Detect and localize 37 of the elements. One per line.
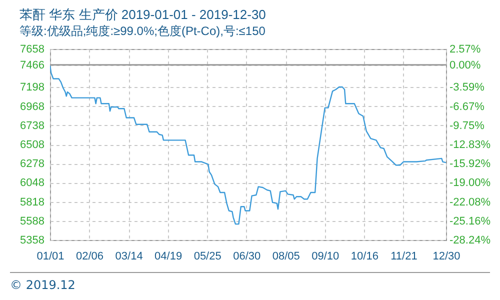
x-tick-label: 09/10 — [312, 250, 340, 262]
y-tick-label: 6278 — [20, 158, 44, 170]
x-tick-label: 03/14 — [115, 250, 143, 262]
y-tick-label: 6968 — [20, 100, 44, 113]
y-tick-label: 5358 — [20, 234, 44, 246]
y2-tick-label: -28.24% — [450, 234, 491, 246]
y2-tick-label: 0.00% — [450, 59, 481, 72]
x-tick-label: 08/05 — [272, 250, 300, 262]
y2-tick-label: -25.16% — [450, 215, 491, 228]
chart-title: 苯酐 华东 生产价 2019-01-01 - 2019-12-30 — [20, 7, 266, 22]
chart-subtitle: 等级:优级品;纯度:≥99.0%;色度(Pt-Co),号:≤150 — [20, 24, 266, 38]
y2-tick-label: -6.67% — [450, 100, 485, 113]
x-tick-label: 01/01 — [36, 250, 64, 262]
y-tick-label: 6738 — [20, 120, 44, 132]
y2-tick-label: -22.08% — [450, 196, 491, 208]
y-tick-label: 6048 — [20, 177, 44, 190]
y2-tick-label: -9.75% — [450, 120, 485, 132]
y2-tick-label: -19.00% — [450, 177, 491, 190]
text: © 2019.12 — [10, 278, 76, 292]
x-tick-label: 04/19 — [154, 250, 182, 262]
y-tick-label: 6508 — [20, 139, 44, 151]
line-series — [50, 64, 446, 225]
y2-tick-label: 2.57% — [450, 44, 481, 56]
x-tick-label: 06/30 — [233, 250, 261, 262]
y-tick-label: 5818 — [20, 196, 44, 208]
x-tick-label: 11/21 — [390, 250, 418, 262]
y-tick-label: 5588 — [20, 215, 44, 228]
x-tick-label: 12/30 — [432, 250, 460, 262]
y2-tick-label: -3.59% — [450, 82, 485, 94]
y2-tick-label: -15.92% — [450, 158, 491, 170]
y-tick-label: 7198 — [20, 82, 44, 94]
x-tick-label: 05/25 — [194, 250, 222, 262]
y-tick-label: 7466 — [20, 59, 44, 72]
x-tick-label: 10/16 — [350, 250, 378, 262]
x-tick-label: 02/06 — [76, 250, 104, 262]
y2-tick-label: -12.83% — [450, 138, 491, 151]
y-tick-label: 7658 — [20, 44, 44, 56]
